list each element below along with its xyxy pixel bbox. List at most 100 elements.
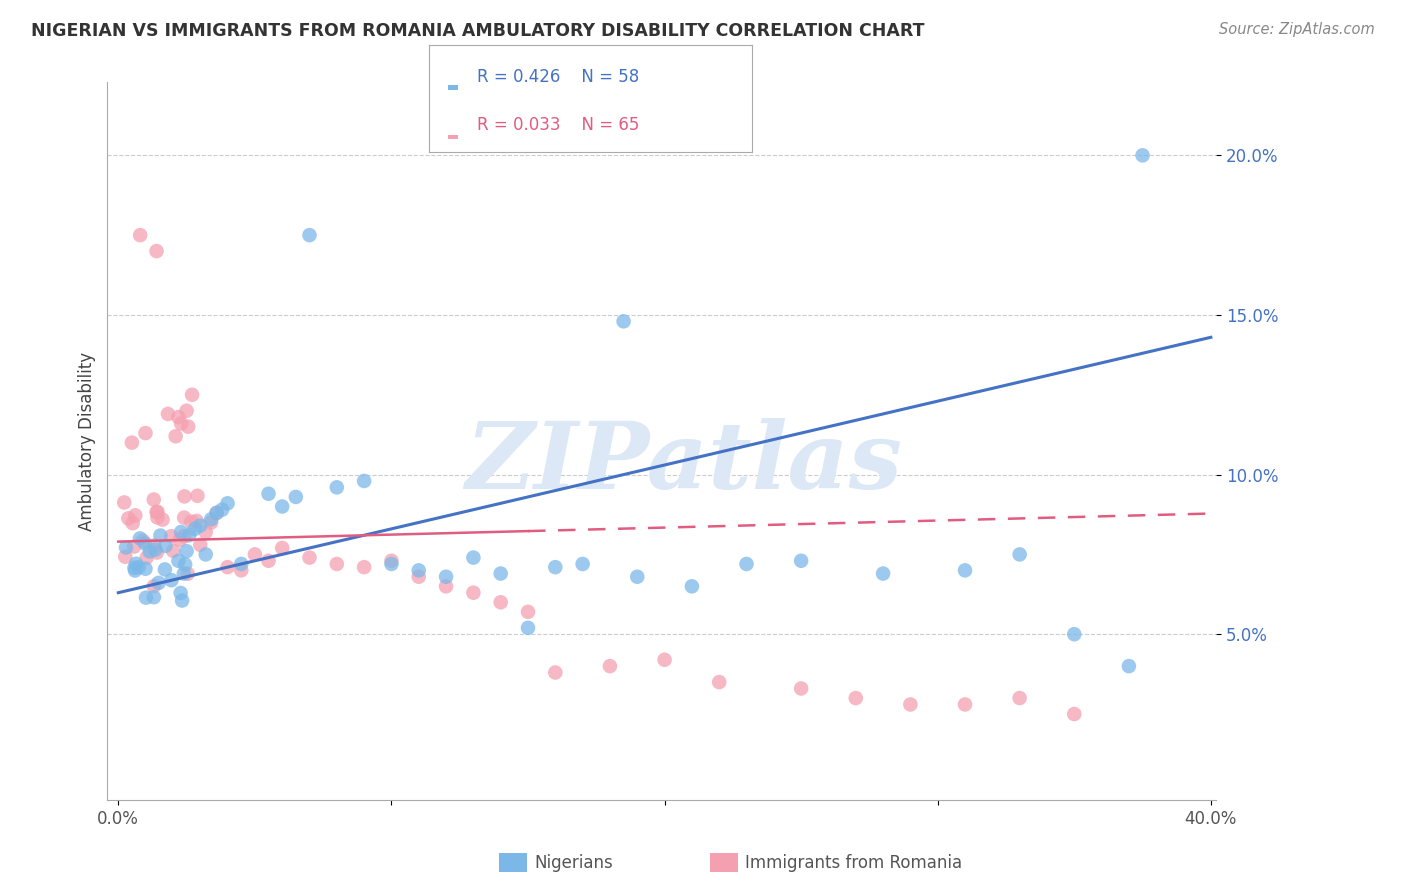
Point xyxy=(434,570,457,584)
Point xyxy=(517,621,540,635)
Point xyxy=(177,419,200,434)
Point xyxy=(115,541,138,555)
Point xyxy=(298,228,321,243)
Point xyxy=(953,698,976,712)
Point xyxy=(152,513,174,527)
Point xyxy=(179,528,201,542)
Point xyxy=(544,665,567,680)
Point xyxy=(188,538,211,552)
Point xyxy=(626,570,648,584)
Point xyxy=(326,557,349,571)
Point xyxy=(1008,548,1031,562)
Point xyxy=(169,533,191,547)
Point xyxy=(172,593,194,607)
Point xyxy=(117,511,139,525)
Text: Source: ZipAtlas.com: Source: ZipAtlas.com xyxy=(1219,22,1375,37)
Point xyxy=(135,550,157,565)
Point xyxy=(146,545,169,559)
Point xyxy=(181,388,204,402)
Point xyxy=(408,563,430,577)
Point xyxy=(709,675,731,690)
Point xyxy=(408,570,430,584)
Point xyxy=(186,514,208,528)
Point xyxy=(134,562,156,576)
Point xyxy=(599,659,621,673)
Point xyxy=(200,512,222,526)
Point xyxy=(142,492,165,507)
Point xyxy=(194,524,217,539)
Point xyxy=(845,691,868,706)
Point xyxy=(122,540,145,554)
Point xyxy=(953,563,976,577)
Point xyxy=(148,575,170,590)
Point xyxy=(257,554,280,568)
Point xyxy=(121,516,143,531)
Point xyxy=(176,544,198,558)
Text: Nigerians: Nigerians xyxy=(534,854,613,871)
Point xyxy=(1063,627,1085,641)
Point xyxy=(380,554,402,568)
Point xyxy=(124,564,146,578)
Point xyxy=(194,548,217,562)
Point xyxy=(463,585,485,599)
Point xyxy=(205,506,228,520)
Point xyxy=(128,560,150,574)
Point xyxy=(173,510,195,524)
Point xyxy=(284,490,307,504)
Point xyxy=(143,542,166,557)
Point xyxy=(129,228,152,243)
Point xyxy=(173,566,195,581)
Point xyxy=(735,557,758,571)
Text: NIGERIAN VS IMMIGRANTS FROM ROMANIA AMBULATORY DISABILITY CORRELATION CHART: NIGERIAN VS IMMIGRANTS FROM ROMANIA AMBU… xyxy=(31,22,924,40)
Point xyxy=(790,681,813,696)
Point xyxy=(188,518,211,533)
Point xyxy=(180,515,202,529)
Point xyxy=(170,524,193,539)
Point xyxy=(681,579,703,593)
Point xyxy=(169,586,191,600)
Point xyxy=(142,579,165,593)
Point xyxy=(205,506,228,520)
Point xyxy=(613,314,636,328)
Point xyxy=(489,595,512,609)
Point xyxy=(124,561,146,575)
Point xyxy=(134,536,156,550)
Point xyxy=(489,566,512,581)
Point xyxy=(145,505,167,519)
Point xyxy=(149,528,172,542)
Point xyxy=(1118,659,1140,673)
Point xyxy=(1063,706,1085,721)
Point xyxy=(134,426,156,441)
Point xyxy=(326,480,349,494)
Point xyxy=(114,549,136,564)
Point xyxy=(231,557,253,571)
Point xyxy=(243,548,266,562)
Point xyxy=(1132,148,1154,162)
Point xyxy=(257,487,280,501)
Point xyxy=(155,539,177,553)
Text: R = 0.033    N = 65: R = 0.033 N = 65 xyxy=(478,116,640,134)
Text: ZIPatlas: ZIPatlas xyxy=(465,417,903,508)
Point xyxy=(143,539,166,553)
Point xyxy=(121,435,143,450)
Point xyxy=(145,244,167,259)
Point xyxy=(176,403,198,417)
Point xyxy=(353,474,375,488)
Point xyxy=(160,573,183,587)
Point xyxy=(353,560,375,574)
Point xyxy=(184,522,207,536)
Point xyxy=(380,557,402,571)
Y-axis label: Ambulatory Disability: Ambulatory Disability xyxy=(79,351,96,531)
Point xyxy=(271,500,294,514)
Point xyxy=(217,496,239,510)
Point xyxy=(174,558,197,572)
Point xyxy=(200,516,222,530)
Point xyxy=(146,505,169,519)
Point xyxy=(654,653,676,667)
Point xyxy=(231,563,253,577)
Point xyxy=(139,544,162,558)
Point xyxy=(517,605,540,619)
Point xyxy=(176,566,198,581)
Point xyxy=(186,489,208,503)
Point xyxy=(271,541,294,555)
